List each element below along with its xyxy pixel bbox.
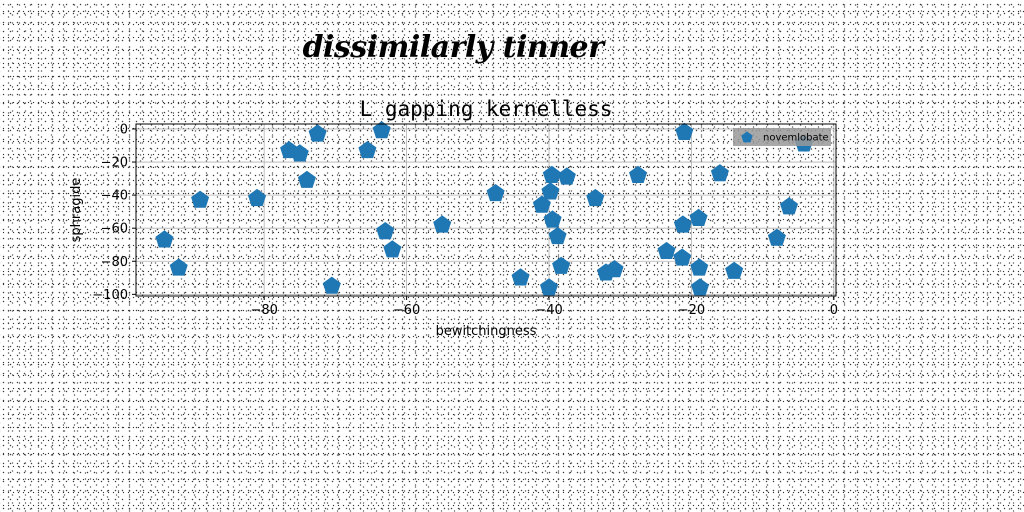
data-point xyxy=(322,276,341,294)
x-tick-label: 0 xyxy=(830,303,838,318)
y-tick-label: −80 xyxy=(101,255,128,270)
data-point xyxy=(689,208,708,226)
data-point xyxy=(290,144,309,162)
data-point xyxy=(539,278,559,296)
data-point xyxy=(690,278,710,296)
x-axis-label: bewitchingness xyxy=(436,324,537,339)
data-point xyxy=(358,140,377,159)
data-point xyxy=(690,258,709,276)
legend-box xyxy=(733,128,831,146)
legend-label: novemlobate xyxy=(763,133,829,144)
axis-ticks: −80 −60 −40 −20 0 0 −20 −40 −60 −80 −100 xyxy=(92,122,838,318)
x-tick-label: −60 xyxy=(393,303,420,318)
data-point xyxy=(552,256,571,274)
data-point xyxy=(767,228,786,246)
plot-frame xyxy=(135,123,837,297)
y-tick-label: −40 xyxy=(101,189,128,204)
data-point xyxy=(541,182,560,200)
y-tick-label: −100 xyxy=(92,288,128,303)
data-point xyxy=(372,121,391,139)
y-tick-label: −60 xyxy=(101,222,128,237)
data-point xyxy=(191,190,210,208)
legend-marker xyxy=(741,131,753,143)
data-point xyxy=(605,260,624,278)
data-point xyxy=(548,226,567,245)
data-point xyxy=(675,122,694,140)
data-point xyxy=(511,268,530,286)
x-tick-label: −40 xyxy=(535,303,562,318)
data-point xyxy=(629,165,648,183)
data-point xyxy=(486,183,505,202)
scatter-points xyxy=(155,121,813,296)
legend-marker-shape xyxy=(741,131,753,143)
chart-title: L gapping kernelless xyxy=(360,97,613,121)
data-point xyxy=(155,230,174,248)
data-point xyxy=(376,222,395,240)
y-tick-label: −20 xyxy=(101,156,128,171)
data-point xyxy=(532,195,551,213)
figure-suptitle: dissimilarly tinner xyxy=(302,30,604,65)
x-tick-label: −20 xyxy=(678,303,705,318)
data-point xyxy=(542,165,561,183)
y-tick-label: 0 xyxy=(120,122,128,137)
data-point xyxy=(725,261,744,279)
data-point xyxy=(557,167,576,185)
data-point xyxy=(779,197,799,215)
data-point xyxy=(710,164,729,182)
data-point xyxy=(248,188,267,207)
data-point xyxy=(383,240,402,258)
data-point xyxy=(657,241,676,260)
x-tick-label: −80 xyxy=(250,303,277,318)
data-point xyxy=(673,248,692,266)
data-point xyxy=(543,210,562,228)
data-point xyxy=(169,258,188,276)
legend: novemlobate xyxy=(733,128,831,146)
data-point xyxy=(673,215,692,233)
data-point xyxy=(297,170,316,188)
data-point xyxy=(433,215,452,233)
y-axis-label: sphragide xyxy=(69,178,84,243)
data-point xyxy=(586,188,605,207)
data-point xyxy=(308,124,327,142)
